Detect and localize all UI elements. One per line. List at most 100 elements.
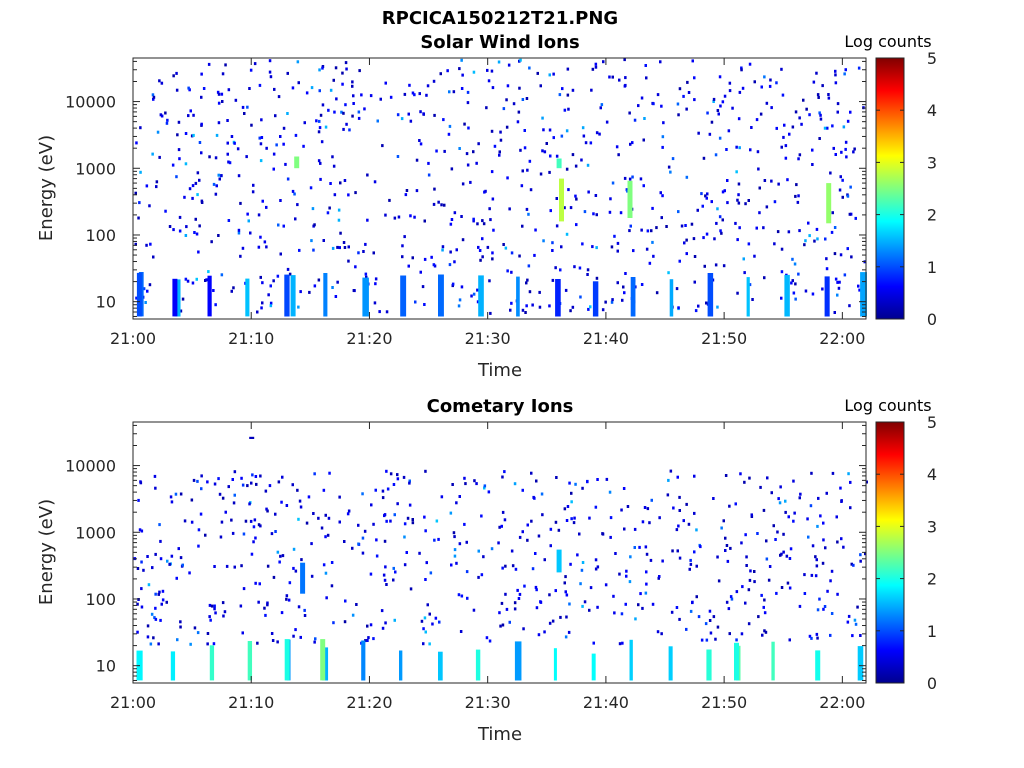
data-cell	[319, 161, 322, 165]
data-cell	[236, 147, 240, 151]
data-cell	[469, 180, 472, 184]
data-cell	[384, 621, 387, 625]
data-cell	[367, 636, 370, 640]
data-cell	[695, 528, 698, 532]
data-cell	[405, 551, 408, 554]
data-cell	[852, 150, 855, 154]
data-cell	[798, 153, 802, 157]
data-cell	[768, 84, 772, 88]
data-cell	[834, 73, 837, 77]
data-cell	[568, 602, 571, 606]
data-cell	[816, 93, 820, 97]
data-cell	[799, 492, 802, 496]
data-cell	[765, 557, 769, 561]
data-cell	[232, 286, 235, 290]
data-cell	[208, 603, 212, 607]
data-cell	[543, 630, 546, 634]
data-cell	[671, 157, 675, 161]
data-cell	[573, 265, 576, 269]
x-axis-label: Time	[477, 360, 522, 381]
data-cell	[274, 530, 277, 533]
data-cell	[749, 569, 752, 573]
data-cell	[270, 632, 274, 635]
data-cell	[408, 479, 411, 483]
data-cell	[188, 88, 191, 92]
data-cell	[846, 194, 850, 198]
data-cell	[241, 246, 245, 250]
data-cell	[269, 284, 272, 288]
data-cell	[331, 246, 335, 250]
data-cell	[528, 159, 532, 163]
data-cell	[366, 624, 369, 628]
data-cell	[693, 511, 696, 515]
data-cell	[671, 549, 674, 553]
data-cell	[272, 167, 275, 171]
y-tick-label: 10	[96, 657, 116, 676]
data-cell	[796, 200, 800, 204]
data-cell	[388, 198, 391, 202]
data-cell	[741, 86, 745, 90]
data-cell	[730, 597, 734, 601]
data-cell	[615, 145, 619, 149]
data-cell	[685, 175, 689, 179]
data-cell	[725, 544, 729, 547]
data-cell	[476, 300, 480, 304]
data-cell	[193, 231, 196, 234]
data-cell	[179, 620, 182, 624]
data-cell	[212, 182, 216, 186]
data-cell	[457, 304, 461, 308]
data-cell	[516, 276, 520, 317]
data-cell	[829, 579, 832, 583]
data-cell	[151, 93, 155, 97]
data-cell	[489, 218, 492, 222]
data-cell	[771, 641, 775, 681]
data-cell	[433, 187, 436, 191]
data-cell	[608, 75, 611, 79]
data-cell	[381, 496, 385, 500]
data-cell	[136, 630, 139, 634]
data-cell	[491, 86, 495, 90]
data-cell	[449, 511, 453, 515]
data-cell	[276, 640, 279, 644]
data-cell	[680, 224, 684, 228]
data-cell	[551, 241, 554, 245]
data-cell	[415, 189, 419, 193]
data-cell	[706, 649, 712, 681]
data-cell	[282, 142, 285, 146]
data-cell	[767, 578, 771, 582]
data-cell	[351, 546, 354, 550]
data-cell	[448, 124, 452, 128]
data-cell	[231, 531, 235, 535]
data-cell	[644, 64, 647, 67]
data-cell	[645, 552, 649, 556]
data-cell	[829, 171, 832, 175]
data-cell	[638, 545, 641, 549]
data-cell	[374, 282, 377, 286]
data-cell	[426, 603, 429, 607]
data-cell	[303, 614, 307, 617]
data-cell	[195, 232, 199, 236]
data-cell	[159, 557, 163, 561]
data-cell	[294, 569, 298, 573]
data-cell	[848, 212, 852, 216]
data-cell	[518, 86, 521, 90]
data-cell	[210, 240, 213, 244]
data-cell	[693, 255, 697, 258]
data-cell	[757, 167, 760, 171]
data-cell	[230, 135, 234, 138]
data-cell	[233, 493, 236, 497]
data-cell	[853, 147, 856, 151]
data-cell	[408, 481, 411, 485]
data-cell	[605, 477, 609, 481]
data-cell	[683, 241, 686, 245]
data-cell	[827, 96, 831, 100]
data-cell	[712, 497, 715, 500]
y-tick-label: 100	[85, 590, 116, 609]
data-cell	[618, 642, 622, 646]
data-cell	[403, 522, 407, 526]
data-cell	[455, 501, 458, 505]
data-cell	[526, 168, 529, 172]
data-cell	[725, 600, 729, 604]
data-cell	[335, 97, 338, 101]
